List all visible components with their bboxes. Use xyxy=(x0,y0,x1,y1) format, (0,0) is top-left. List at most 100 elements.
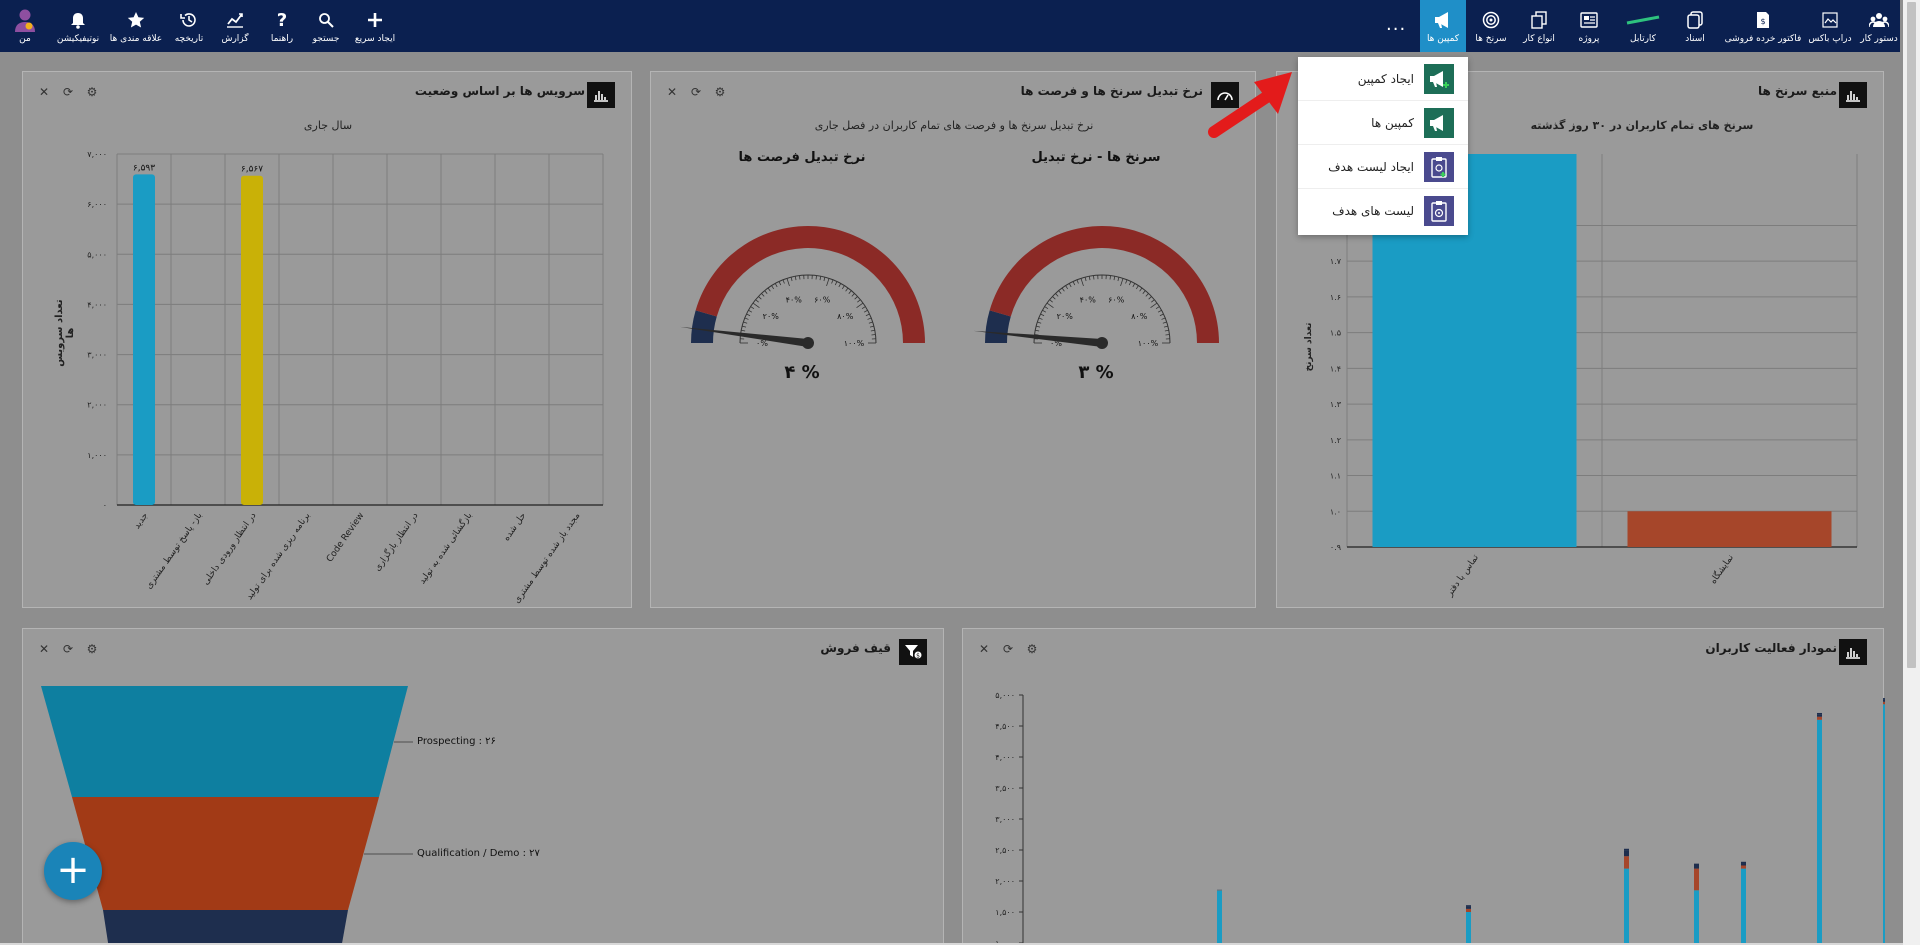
x-tick-label: نمایشگاه xyxy=(1707,552,1736,586)
help-icon: ? xyxy=(275,9,289,31)
nav-item-campaigns[interactable]: کمپین ها xyxy=(1420,0,1466,52)
dropdown-item-create-campaign[interactable]: ایجاد کمپین xyxy=(1298,57,1468,101)
users-icon xyxy=(1869,9,1889,31)
scrollbar-thumb[interactable] xyxy=(1907,2,1916,668)
nav-label: نوتیفیکیشن xyxy=(56,33,100,44)
nav-item-work-types[interactable]: انواع کار xyxy=(1516,0,1562,52)
nav-item-project[interactable]: پروژه xyxy=(1566,0,1612,52)
x-tick-label: بازگشائی شده به تولید xyxy=(416,510,475,586)
quick-create-button[interactable]: ایجاد سریع xyxy=(352,0,398,52)
gauge-tick xyxy=(778,281,782,286)
target-icon xyxy=(1482,9,1500,31)
refresh-icon[interactable]: ⟳ xyxy=(62,642,74,656)
gauge-tick xyxy=(1061,287,1065,292)
close-icon[interactable]: ✕ xyxy=(38,642,50,656)
gauge-title-opportunity-conversion: نرخ تبدیل فرصت ها xyxy=(738,150,866,165)
x-tick-label: برنامه ریزی شده برای تولید xyxy=(245,511,313,602)
nav-item-dropbox[interactable]: دراپ باکس xyxy=(1806,0,1854,52)
gauge-tick xyxy=(1065,285,1069,290)
gauge-scale-arc xyxy=(1033,274,1171,344)
nav-item-documents[interactable]: اسناد xyxy=(1672,0,1718,52)
gauge-tick xyxy=(854,296,858,300)
svg-text:$: $ xyxy=(916,653,920,660)
report-button[interactable]: گزارش xyxy=(214,0,256,52)
gauge-tick xyxy=(755,299,759,303)
nav-label: انواع کار xyxy=(1523,33,1555,44)
nav-label: کمپین ها xyxy=(1426,33,1460,44)
activity-bar-segment xyxy=(1694,868,1699,891)
activity-bar-segment xyxy=(1741,861,1746,864)
gauge-tick xyxy=(767,287,771,292)
vertical-scrollbar[interactable] xyxy=(1903,0,1920,945)
nav-label: کارتابل xyxy=(1630,33,1656,44)
services-bar-chart: ۰ ۱,۰۰۰ ۲,۰۰۰ ۳,۰۰۰ ۴,۰۰۰ ۵,۰۰۰ ۶,۰۰۰ ۷,۰۰۰ ۶,۵۹… xyxy=(87,150,604,605)
gauge-tick xyxy=(774,283,778,288)
gauge-hub xyxy=(1096,337,1108,349)
gauge-tick xyxy=(815,275,817,280)
y-tick-label: ۱.۴ xyxy=(1330,364,1341,373)
gauge-tick xyxy=(1049,299,1053,303)
x-tick-label: تماس با دفتر xyxy=(1444,553,1481,600)
refresh-icon[interactable]: ⟳ xyxy=(1002,642,1014,656)
nav-item-cartable[interactable]: کارتابل xyxy=(1616,0,1670,52)
y-tick-label: ۱.۷ xyxy=(1330,257,1342,266)
panel-title: منبع سرنخ ها xyxy=(1757,84,1837,98)
nav-item-leads[interactable]: سرنخ ها xyxy=(1468,0,1514,52)
bar-chart-icon xyxy=(587,82,615,108)
nav-item-retail-invoice[interactable]: $ فاکتور خرده فروشی xyxy=(1722,0,1804,52)
activity-bar-segment xyxy=(1817,716,1822,720)
gear-icon[interactable]: ⚙ xyxy=(714,85,726,99)
gauge-tick xyxy=(1113,276,1116,281)
activity-bar-segment xyxy=(1624,856,1629,869)
clipboard-target-icon xyxy=(1424,196,1454,226)
gauge-tick xyxy=(1058,290,1062,294)
dropdown-item-campaigns[interactable]: کمپین ها xyxy=(1298,101,1468,145)
close-icon[interactable]: ✕ xyxy=(666,85,678,99)
refresh-icon[interactable]: ⟳ xyxy=(62,85,74,99)
y-tick-label: ۱.۲ xyxy=(1330,436,1341,445)
panel-user-activity: ✕ ⟳ ⚙ نمودار فعالیت کاربران ۱,۰۰۰ ۱,۵۰۰ ۲,… xyxy=(962,628,1885,945)
close-icon[interactable]: ✕ xyxy=(978,642,990,656)
activity-bar-segment xyxy=(1694,863,1699,866)
nav-item-workorders[interactable]: دستور کار xyxy=(1856,0,1902,52)
panel-conversion-rates: ✕ ⟳ ⚙ نرخ تبدیل سرنخ ها و فرصت ها نرخ تب… xyxy=(650,71,1256,608)
help-button[interactable]: ? راهنما xyxy=(262,0,302,52)
search-button[interactable]: جستجو xyxy=(306,0,346,52)
history-button[interactable]: تاریخچه xyxy=(168,0,210,52)
gear-icon[interactable]: ⚙ xyxy=(86,642,98,656)
megaphone-add-icon xyxy=(1424,63,1454,94)
user-menu-button[interactable]: من xyxy=(4,0,46,52)
notification-button[interactable]: نوتیفیکیشن xyxy=(54,0,102,52)
activity-bar-segment xyxy=(1694,890,1699,945)
gauge-tick xyxy=(1142,290,1146,294)
gauge-tick xyxy=(1145,293,1149,297)
gauge-tick xyxy=(1035,329,1040,332)
gauge-tick xyxy=(845,287,849,292)
gauge-tick xyxy=(1038,317,1043,320)
favorites-button[interactable]: علاقه مندی ها xyxy=(108,0,164,52)
gauge-tick xyxy=(790,277,793,282)
close-icon[interactable]: ✕ xyxy=(38,85,50,99)
gear-icon[interactable]: ⚙ xyxy=(86,85,98,99)
gauge-tick xyxy=(1139,287,1143,292)
nav-label: علاقه مندی ها xyxy=(109,33,163,44)
gauge-tick xyxy=(856,302,864,309)
gear-icon[interactable]: ⚙ xyxy=(1026,642,1038,656)
more-menu-button[interactable]: ... xyxy=(1386,14,1407,35)
y-tick-label: ۰.۹ xyxy=(1330,543,1341,552)
dropdown-item-target-lists[interactable]: لیست های هدف xyxy=(1298,189,1468,233)
bar-value-label: ۶,۵۶۷ xyxy=(241,165,263,175)
add-widget-button[interactable]: + xyxy=(44,842,102,900)
y-tick-label: ۱,۰۰۰ xyxy=(995,939,1015,945)
gauge-tick-label: ۴۰% xyxy=(1080,295,1097,304)
refresh-icon[interactable]: ⟳ xyxy=(690,85,702,99)
panel-controls: ✕ ⟳ ⚙ xyxy=(665,85,727,99)
dropdown-item-label: ایجاد کمپین xyxy=(1357,71,1414,86)
x-tick-label: در انتظار بازگزاری xyxy=(371,510,420,573)
gauge-tick xyxy=(1165,334,1170,336)
y-tick-label: ۰ xyxy=(103,501,107,510)
y-tick-label: ۲,۰۰۰ xyxy=(87,401,107,410)
nav-label: گزارش xyxy=(221,33,249,44)
dropdown-item-create-target-list[interactable]: ایجاد لیست هدف xyxy=(1298,145,1468,189)
gauge-tick xyxy=(1125,279,1128,284)
